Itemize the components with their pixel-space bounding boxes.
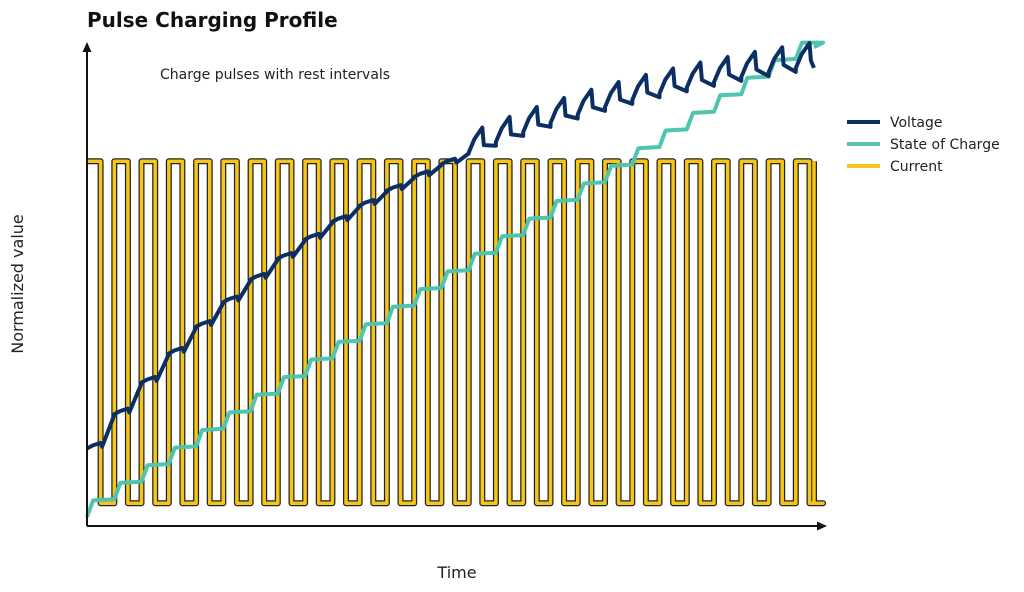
current-line <box>87 159 825 505</box>
chart-title: Pulse Charging Profile <box>87 8 338 32</box>
y-axis-arrow <box>82 42 92 52</box>
legend-label-state-of-charge: State of Charge <box>890 137 1000 153</box>
y-axis-label: Normalized value <box>8 214 27 354</box>
legend-label-current: Current <box>890 159 943 175</box>
series-current <box>87 158 827 507</box>
legend-label-voltage: Voltage <box>890 115 943 131</box>
x-axis-label: Time <box>436 563 476 582</box>
plot-area <box>85 40 827 518</box>
legend: Voltage State of Charge Current <box>847 115 1000 175</box>
chart-subtitle: Charge pulses with rest intervals <box>160 67 390 83</box>
series-voltage <box>86 41 816 451</box>
series-state-of-charge <box>85 40 826 518</box>
x-axis-arrow <box>817 521 827 531</box>
